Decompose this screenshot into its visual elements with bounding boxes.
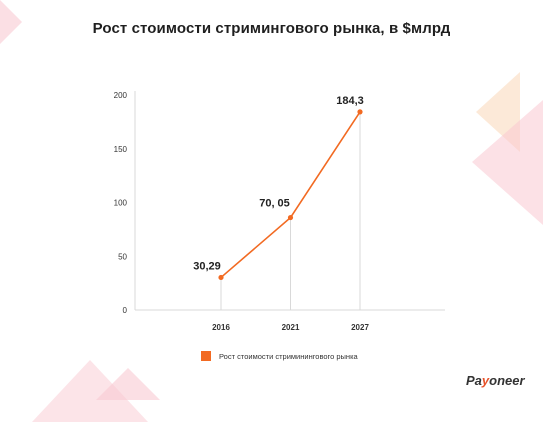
legend: Рост стоимости стриминингового рынка (201, 351, 358, 361)
x-tick-label: 2021 (282, 323, 300, 332)
decor-triangle-bottom-left (32, 360, 148, 422)
data-label: 184,3 (336, 95, 364, 107)
legend-label: Рост стоимости стриминингового рынка (219, 351, 358, 361)
decor-triangle-bottom-mid (96, 368, 160, 400)
decor-triangle-top-left (0, 0, 22, 44)
y-tick-label: 200 (114, 91, 128, 100)
x-tick-label: 2016 (212, 323, 230, 332)
decor-triangle-right-pink (472, 100, 543, 225)
data-label: 70, 05 (259, 198, 290, 210)
y-tick-label: 50 (118, 252, 127, 261)
y-tick-label: 150 (114, 145, 128, 154)
data-label: 30,29 (193, 260, 221, 272)
data-point (287, 214, 294, 221)
data-point (357, 109, 363, 115)
logo-text-accent: y (481, 373, 490, 388)
data-point (218, 274, 224, 281)
chart-title: Рост стоимости стримингового рынка, в $м… (92, 20, 451, 37)
logo-text-prefix: Pa (466, 373, 482, 388)
x-tick-label: 2027 (351, 323, 369, 332)
logo-text-suffix: oneer (489, 373, 525, 388)
legend-swatch (201, 351, 211, 361)
y-tick-label: 0 (123, 306, 128, 315)
y-tick-label: 100 (114, 199, 128, 208)
payoneer-logo: Pa y oneer (466, 373, 525, 388)
